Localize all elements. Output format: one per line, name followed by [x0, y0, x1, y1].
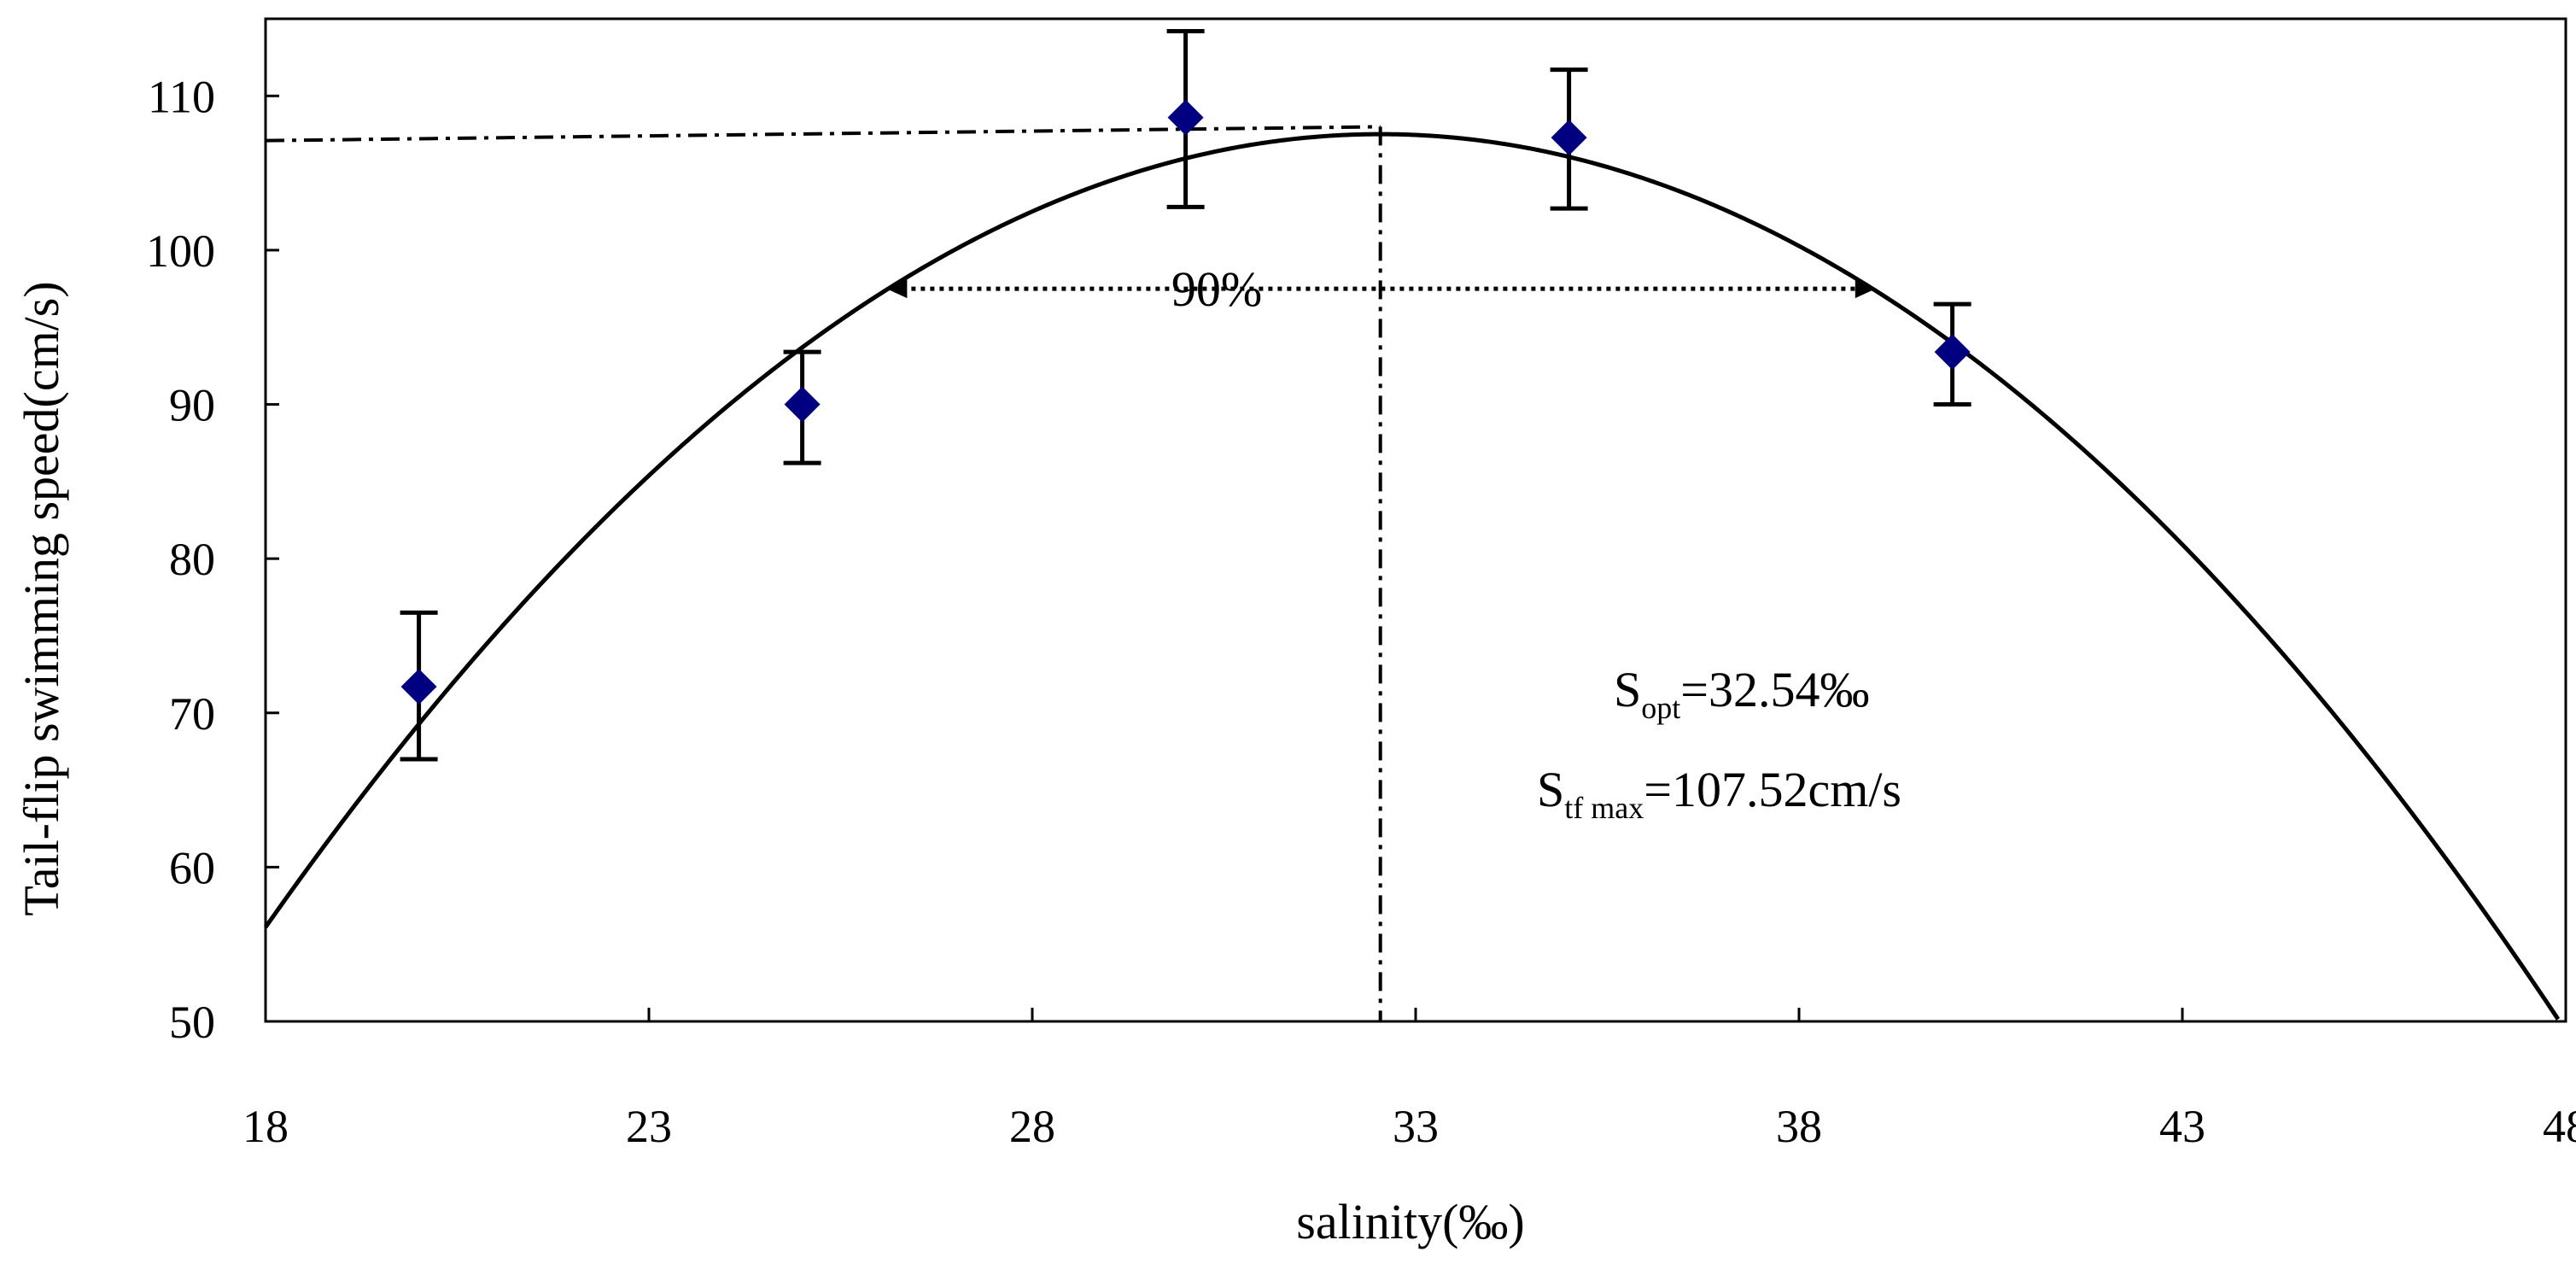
- max-speed-value: =107.52cm/s: [1644, 762, 1901, 817]
- range-label: 90%: [1171, 261, 1262, 317]
- y-axis-title: Tail-flip swimming speed(cm/s): [14, 281, 69, 915]
- y-tick-label: 80: [169, 534, 215, 585]
- data-point-marker: [400, 669, 437, 705]
- y-tick-label: 110: [148, 71, 215, 122]
- optimum-salinity-prefix: S: [1614, 662, 1641, 717]
- optimum-salinity-value: =32.54‰: [1680, 662, 1869, 717]
- max-speed-sub: tf max: [1564, 791, 1644, 825]
- max-speed-reference-line: [265, 125, 1381, 143]
- fitted-curve-line: [263, 132, 2561, 1021]
- plot-frame: [264, 17, 2567, 1023]
- max-speed-annotation: Stf max=107.52cm/s: [1537, 762, 1901, 825]
- y-tick-label: 70: [169, 688, 215, 740]
- max-speed-prefix: S: [1537, 762, 1564, 817]
- x-tick-label: 23: [626, 1101, 672, 1152]
- optimum-salinity-annotation: Sopt=32.54‰: [1614, 662, 1870, 725]
- range-arrow-left-head: [886, 279, 908, 299]
- data-point-marker: [1167, 99, 1204, 136]
- y-tick-label: 100: [146, 225, 215, 277]
- plot-area: 18 23 28 33 38 43 48 50 60 70 80 90 100 110: [146, 17, 2576, 1152]
- x-tick-label: 18: [242, 1101, 289, 1152]
- x-tick-label: 33: [1393, 1101, 1439, 1152]
- data-point-marker: [784, 386, 821, 423]
- range-arrow-right-head: [1855, 279, 1876, 299]
- x-tick-label: 28: [1009, 1101, 1055, 1152]
- x-tick-label: 48: [2543, 1101, 2576, 1152]
- y-tick-label: 50: [169, 997, 215, 1048]
- data-point-marker: [1551, 120, 1587, 156]
- x-tick-label: 43: [2159, 1101, 2205, 1152]
- optimum-salinity-sub: opt: [1641, 691, 1680, 725]
- data-point-marker: [1934, 334, 1971, 371]
- x-tick-label: 38: [1776, 1101, 1822, 1152]
- y-tick-label: 60: [169, 842, 215, 893]
- y-tick-label: 90: [169, 380, 215, 431]
- x-axis-title: salinity(‰): [1296, 1194, 1524, 1249]
